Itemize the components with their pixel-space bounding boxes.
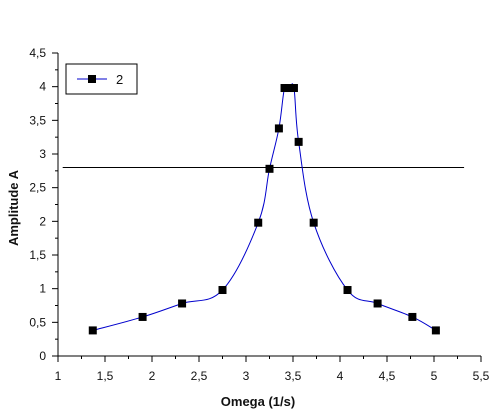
y-tick-label: 4,5 [29,46,46,60]
x-tick-label: 2,5 [191,369,208,383]
y-tick-label: 0,5 [29,315,46,329]
data-point-marker [218,286,227,295]
y-tick-label: 1,5 [29,248,46,262]
y-tick-label: 2,5 [29,181,46,195]
data-point-marker [373,299,382,308]
x-tick-label: 4,5 [379,369,396,383]
y-tick-label: 4 [39,80,46,94]
y-tick-label: 3,5 [29,113,46,127]
curve-group [92,83,437,331]
series-line [92,83,437,331]
y-tick-label: 0 [39,349,46,363]
x-axis-title: Omega (1/s) [221,394,295,409]
markers-group [88,84,440,335]
x-tick-labels: 1 1,5 2 2,5 3 3,5 4 4,5 5 5,5 [55,369,490,383]
data-point-marker [274,124,283,133]
axes [57,53,481,357]
x-tick-label: 5 [431,369,438,383]
data-point-marker [289,84,298,93]
data-point-marker [138,312,147,321]
x-tick-label: 2 [149,369,156,383]
x-tick-label: 1,5 [97,369,114,383]
x-tick-label: 3,5 [285,369,302,383]
x-tick-label: 4 [337,369,344,383]
data-point-marker [431,326,440,335]
y-tick-label: 3 [39,147,46,161]
data-point-marker [280,84,289,93]
data-point-marker [309,218,318,227]
x-tick-label: 3 [243,369,250,383]
data-point-marker [408,312,417,321]
y-tick-label: 2 [39,214,46,228]
y-tick-labels: 0 0,5 1 1,5 2 2,5 3 3,5 4 4,5 [29,46,46,363]
legend-marker-sample [88,75,96,83]
data-point-marker [254,218,263,227]
y-tick-label: 1 [39,282,46,296]
data-point-marker [178,299,187,308]
y-axis-title: Amplitude A [6,169,21,246]
data-point-marker [294,137,303,146]
data-point-marker [343,286,352,295]
data-point-marker [265,164,274,173]
data-point-marker [88,326,97,335]
x-tick-label: 5,5 [473,369,490,383]
tick-marks [52,52,482,362]
data-point-marker [285,84,294,93]
legend-label: 2 [116,72,123,87]
legend: 2 [65,63,138,95]
x-tick-label: 1 [55,369,62,383]
